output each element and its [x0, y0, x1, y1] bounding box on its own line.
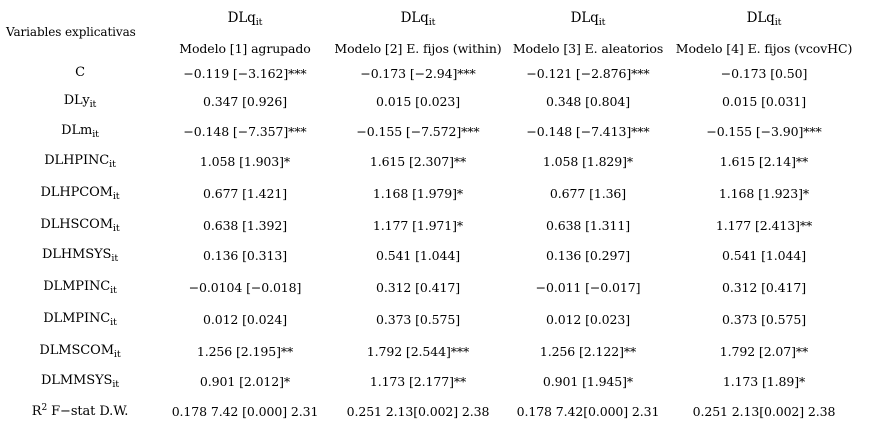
table-cell: 1.168 [1.979]* — [372, 185, 464, 201]
table-cell: 1.173 [1.89]* — [722, 373, 806, 389]
table-row: DLmit −0.148 [−7.357]*** −0.155 [−7.572]… — [0, 119, 870, 143]
row-variable: DLMPINCit — [43, 278, 117, 296]
row-variable: DLHMSYSit — [41, 246, 119, 264]
table-cell: 0.541 [1.044] — [722, 247, 806, 263]
table-cell: 0.901 [2.012]* — [199, 373, 291, 389]
row-variable: DLyit — [63, 92, 97, 110]
table-row: DLMPINCit −0.0104 [−0.018] 0.312 [0.417]… — [0, 275, 870, 299]
dependent-var-2: DLqit — [400, 10, 436, 28]
table-cell: 1.256 [2.195]** — [196, 343, 294, 359]
table-cell: 0.347 [0.926] — [203, 93, 287, 109]
model-3-header: Modelo [3] E. aleatorios — [512, 40, 664, 56]
header-left-row: Variables explicativas — [0, 20, 870, 44]
table-cell: 1.792 [2.544]*** — [366, 343, 470, 359]
table-row: DLHSCOMit 0.638 [1.392] 1.177 [1.971]* 0… — [0, 213, 870, 237]
stats-row: R2 F−stat D.W. 0.178 7.42 [0.000] 2.31 0… — [0, 399, 870, 423]
table-cell: 0.015 [0.023] — [376, 93, 460, 109]
table-cell: 1.058 [1.829]* — [542, 153, 634, 169]
table-cell: 0.251 2.13[0.002] 2.38 — [692, 403, 836, 419]
table-cell: 0.541 [1.044] — [376, 247, 460, 263]
table-cell: 0.178 7.42[0.000] 2.31 — [516, 403, 660, 419]
table-cell: 0.136 [0.297] — [546, 247, 630, 263]
table-cell: 0.136 [0.313] — [203, 247, 287, 263]
table-cell: −0.155 [−3.90]*** — [706, 123, 822, 139]
table-cell: 1.177 [2.413]** — [715, 217, 813, 233]
row-variable: DLHPINCit — [44, 152, 116, 170]
table-cell: 1.792 [2.07]** — [719, 343, 809, 359]
row-variable: DLMSCOMit — [39, 342, 121, 360]
table-cell: 0.348 [0.804] — [546, 93, 630, 109]
dependent-var-3: DLqit — [570, 10, 606, 28]
table-cell: 1.168 [1.923]* — [718, 185, 810, 201]
variables-header: Variables explicativas — [6, 25, 136, 39]
table-cell: −0.148 [−7.413]*** — [526, 123, 650, 139]
table-cell: 0.373 [0.575] — [722, 311, 806, 327]
table-cell: 1.615 [2.307]** — [369, 153, 467, 169]
table-row: DLHMSYSit 0.136 [0.313] 0.541 [1.044] 0.… — [0, 243, 870, 267]
table-cell: 0.677 [1.421] — [203, 185, 287, 201]
dependent-var-1: DLqit — [227, 10, 263, 28]
table-row: C −0.119 [−3.162]*** −0.173 [−2.94]*** −… — [0, 61, 870, 85]
table-cell: −0.173 [0.50] — [720, 65, 808, 81]
table-cell: 0.015 [0.031] — [722, 93, 806, 109]
row-variable: DLMMSYSit — [40, 372, 120, 390]
table-cell: 0.012 [0.023] — [546, 311, 630, 327]
dependent-var-4: DLqit — [746, 10, 782, 28]
header-models-row: Modelo [1] agrupado Modelo [2] E. fijos … — [0, 36, 870, 60]
row-variable: DLMPINCit — [43, 310, 117, 328]
table-cell: −0.155 [−7.572]*** — [356, 123, 480, 139]
table-cell: 0.251 2.13[0.002] 2.38 — [346, 403, 490, 419]
table-cell: 1.058 [1.903]* — [199, 153, 291, 169]
table-cell: 0.901 [1.945]* — [542, 373, 634, 389]
model-1-header: Modelo [1] agrupado — [179, 40, 311, 56]
table-cell: 1.256 [2.122]** — [539, 343, 637, 359]
table-cell: 0.373 [0.575] — [376, 311, 460, 327]
table-cell: −0.119 [−3.162]*** — [183, 65, 307, 81]
table-cell: 0.178 7.42 [0.000] 2.31 — [171, 403, 319, 419]
row-variable: DLmit — [61, 122, 99, 140]
table-cell: 0.638 [1.392] — [203, 217, 287, 233]
table-row: DLHPINCit 1.058 [1.903]* 1.615 [2.307]**… — [0, 149, 870, 173]
model-2-header: Modelo [2] E. fijos (within) — [334, 40, 502, 56]
table-row: DLHPCOMit 0.677 [1.421] 1.168 [1.979]* 0… — [0, 181, 870, 205]
stats-label: R2 F−stat D.W. — [31, 403, 129, 419]
table-cell: −0.148 [−7.357]*** — [183, 123, 307, 139]
header-dependent-row: DLqit DLqit DLqit DLqit — [0, 6, 870, 32]
table-row: DLMMSYSit 0.901 [2.012]* 1.173 [2.177]**… — [0, 369, 870, 393]
table-row: DLMSCOMit 1.256 [2.195]** 1.792 [2.544]*… — [0, 339, 870, 363]
table-row: DLyit 0.347 [0.926] 0.015 [0.023] 0.348 … — [0, 89, 870, 113]
row-variable: DLHPCOMit — [40, 184, 120, 202]
table-cell: 1.173 [2.177]** — [369, 373, 467, 389]
table-cell: 0.638 [1.311] — [546, 217, 630, 233]
row-variable: C — [75, 64, 85, 80]
table-cell: −0.173 [−2.94]*** — [360, 65, 476, 81]
table-cell: 0.677 [1.36] — [549, 185, 627, 201]
table-cell: 0.012 [0.024] — [203, 311, 287, 327]
table-row: DLMPINCit 0.012 [0.024] 0.373 [0.575] 0.… — [0, 307, 870, 331]
row-variable: DLHSCOMit — [40, 216, 120, 234]
table-cell: −0.011 [−0.017] — [535, 279, 641, 295]
table-cell: 1.177 [1.971]* — [372, 217, 464, 233]
table-cell: 0.312 [0.417] — [722, 279, 806, 295]
table-cell: 1.615 [2.14]** — [719, 153, 809, 169]
table-cell: −0.0104 [−0.018] — [188, 279, 302, 295]
table-cell: −0.121 [−2.876]*** — [526, 65, 650, 81]
model-4-header: Modelo [4] E. fijos (vcovHC) — [675, 40, 853, 56]
table-cell: 0.312 [0.417] — [376, 279, 460, 295]
